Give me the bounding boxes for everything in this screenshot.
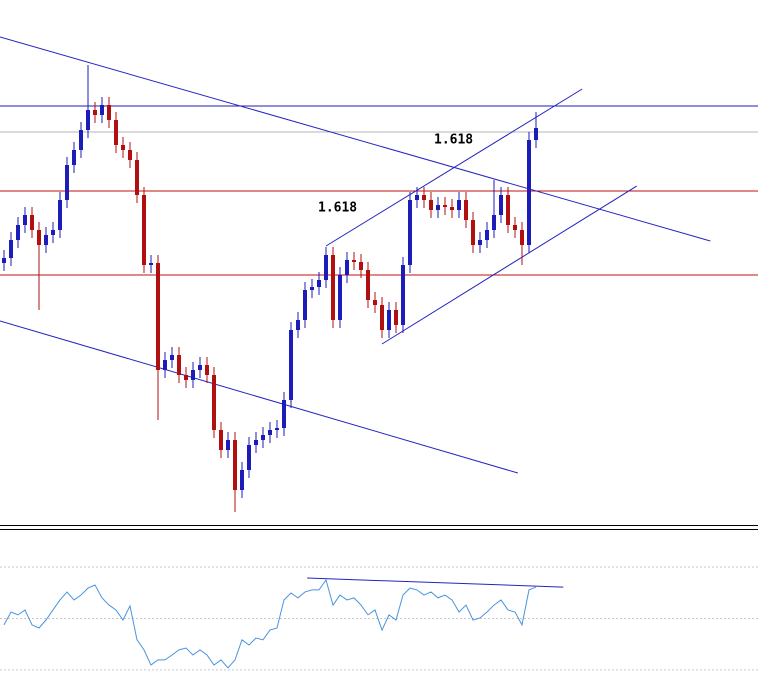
- candle-body: [233, 440, 237, 490]
- candle-body: [149, 263, 153, 265]
- candle-body: [2, 258, 6, 263]
- candle-body: [408, 200, 412, 265]
- candle-body: [142, 195, 146, 265]
- trend-line: [0, 36, 711, 242]
- candle-body: [205, 365, 209, 375]
- candle-body: [282, 400, 286, 428]
- candle-body: [9, 240, 13, 258]
- candle-body: [415, 195, 419, 200]
- candle-body: [254, 440, 258, 445]
- candle-body: [226, 440, 230, 450]
- fib-label: 1.618: [318, 201, 357, 216]
- candle-body: [366, 270, 370, 300]
- candle-body: [401, 265, 405, 325]
- candle-body: [135, 160, 139, 195]
- price-panel: [0, 36, 758, 512]
- candle-body: [422, 195, 426, 200]
- candle-body: [240, 470, 244, 490]
- candle-body: [58, 200, 62, 230]
- candle-body: [450, 207, 454, 210]
- fib-label: 1.618: [434, 133, 473, 148]
- candle-body: [107, 105, 111, 120]
- candle-body: [478, 240, 482, 245]
- candle-body: [289, 330, 293, 400]
- candle-body: [492, 215, 496, 230]
- candle-body: [485, 230, 489, 240]
- candle-body: [436, 205, 440, 210]
- candle-body: [324, 255, 328, 280]
- candle-body: [345, 260, 349, 275]
- candle-body: [72, 150, 76, 165]
- candle-body: [93, 110, 97, 115]
- candle-body: [212, 375, 216, 430]
- candle-body: [359, 262, 363, 270]
- candle-body: [86, 110, 90, 130]
- candle-body: [23, 215, 27, 225]
- candle-body: [520, 230, 524, 245]
- trend-line: [0, 320, 518, 474]
- candle-body: [527, 140, 531, 245]
- trend-line: [381, 185, 638, 345]
- candle-body: [303, 290, 307, 320]
- candle-body: [44, 235, 48, 245]
- candle-body: [310, 287, 314, 290]
- candle-body: [394, 310, 398, 325]
- indicator-panel: [0, 566, 758, 671]
- candle-body: [534, 128, 538, 140]
- candle-body: [191, 370, 195, 380]
- candle-body: [317, 280, 321, 287]
- candle-body: [100, 105, 104, 115]
- candle-body: [457, 200, 461, 210]
- candle-body: [198, 365, 202, 370]
- candle-body: [177, 355, 181, 375]
- candle-body: [499, 195, 503, 215]
- candle-body: [247, 445, 251, 470]
- candle-body: [471, 220, 475, 245]
- candle-body: [331, 255, 335, 320]
- candle-body: [373, 300, 377, 305]
- candle-body: [338, 275, 342, 320]
- candle-body: [170, 355, 174, 360]
- candle-body: [163, 360, 167, 370]
- candle-body: [114, 120, 118, 145]
- candle-body: [443, 205, 447, 207]
- candle-body: [464, 200, 468, 220]
- trend-line: [307, 577, 564, 588]
- candle-body: [65, 165, 69, 200]
- candle-body: [128, 150, 132, 160]
- trend-line: [325, 88, 583, 247]
- indicator-line: [3, 578, 537, 669]
- candle-body: [156, 263, 160, 370]
- candle-body: [51, 230, 55, 235]
- candle-body: [261, 435, 265, 440]
- candle-body: [380, 305, 384, 330]
- candle-body: [16, 225, 20, 240]
- candle-body: [79, 130, 83, 150]
- candle-body: [121, 145, 125, 150]
- candle-body: [37, 230, 41, 245]
- candle-body: [296, 320, 300, 330]
- candle-body: [30, 215, 34, 230]
- candle-body: [219, 430, 223, 450]
- candle-body: [429, 200, 433, 210]
- candle-body: [352, 260, 356, 262]
- candle-body: [268, 430, 272, 435]
- candle-body: [506, 195, 510, 225]
- candle-body: [184, 375, 188, 380]
- candle-body: [513, 225, 517, 230]
- candle-body: [387, 310, 391, 330]
- candle-body: [275, 428, 279, 430]
